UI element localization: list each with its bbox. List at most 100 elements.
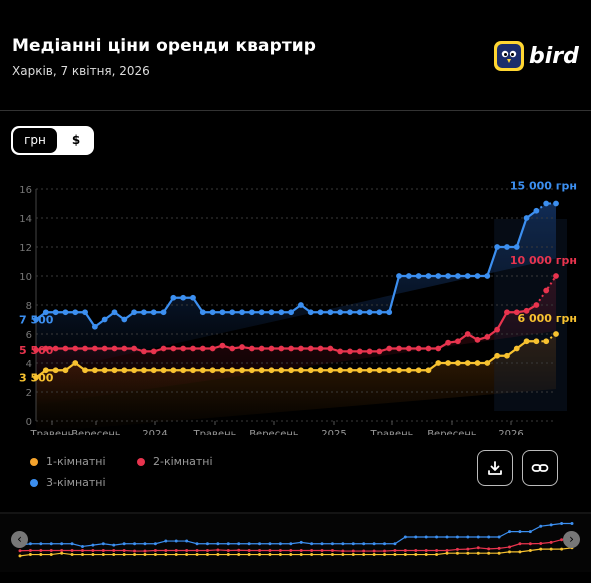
navigator-point <box>539 541 543 545</box>
data-point <box>199 345 206 352</box>
data-point <box>504 352 510 359</box>
navigator-point <box>258 553 262 557</box>
data-point <box>543 287 550 294</box>
data-point <box>307 367 314 374</box>
data-point <box>356 367 363 374</box>
range-navigator[interactable] <box>0 512 591 572</box>
navigator-point <box>487 551 491 555</box>
navigator-point <box>476 535 480 539</box>
download-button[interactable] <box>477 450 513 486</box>
brand-logo[interactable]: bird <box>494 40 579 72</box>
navigator-point <box>476 546 480 550</box>
y-tick-label: 0 <box>26 417 32 428</box>
navigator-point <box>195 549 199 552</box>
data-point <box>454 338 461 345</box>
data-point <box>229 345 236 352</box>
y-tick-label: 6 <box>26 330 32 341</box>
x-tick-label: 2025 <box>321 429 346 435</box>
x-tick-label: Вересень <box>71 429 121 435</box>
data-point <box>386 367 393 374</box>
data-point <box>72 345 79 352</box>
data-point <box>425 273 432 279</box>
x-tick-label: Травень <box>192 429 236 435</box>
data-point <box>170 367 177 374</box>
data-point <box>504 244 510 250</box>
data-point <box>474 336 481 343</box>
navigator-point <box>310 553 314 557</box>
navigator-point <box>330 553 334 557</box>
data-point <box>337 367 344 374</box>
navigator-point <box>101 549 105 552</box>
data-point <box>376 309 383 316</box>
navigator-point <box>185 553 189 557</box>
share-link-button[interactable] <box>522 450 558 486</box>
legend-item-2-room[interactable]: 2-кімнатні <box>137 455 213 468</box>
navigator-point <box>487 547 491 551</box>
data-point <box>180 367 187 374</box>
navigator-point <box>122 553 126 557</box>
data-point <box>268 367 275 374</box>
data-point <box>484 334 491 340</box>
currency-toggle[interactable]: грн $ <box>11 126 94 155</box>
data-point <box>366 367 373 374</box>
navigator-point <box>310 542 314 546</box>
data-point <box>180 345 187 352</box>
currency-usd-option[interactable]: $ <box>71 133 81 147</box>
legend-dot-blue <box>30 478 38 487</box>
navigator-point <box>570 522 574 525</box>
navigator-point <box>362 549 366 553</box>
data-point <box>494 326 501 333</box>
navigator-point <box>528 542 532 546</box>
data-point <box>190 345 196 352</box>
data-point <box>327 367 334 374</box>
navigator-point <box>299 540 303 544</box>
navigator-point <box>247 553 251 557</box>
currency-uah-option[interactable]: грн <box>13 128 57 153</box>
navigator-point <box>320 542 324 546</box>
navigator-left-arrow[interactable]: ‹ <box>11 531 28 548</box>
data-point <box>415 345 422 352</box>
navigator-point <box>39 542 43 546</box>
navigator-point <box>247 542 251 546</box>
navigator-point <box>393 542 397 546</box>
navigator-point <box>497 551 501 555</box>
navigator-point <box>122 542 126 546</box>
navigator-point <box>101 553 105 557</box>
data-point <box>317 345 324 352</box>
navigator-point <box>237 553 241 557</box>
navigator-point <box>70 542 74 546</box>
legend-label: 2-кімнатні <box>153 455 213 468</box>
navigator-point <box>455 547 459 551</box>
navigator-point <box>28 542 32 546</box>
series-end-label: 15 000 грн <box>510 180 577 193</box>
navigator-point <box>424 553 428 557</box>
legend-item-1-room[interactable]: 1-кімнатні <box>30 455 106 468</box>
navigator-point <box>174 539 178 543</box>
navigator-point <box>351 553 355 557</box>
navigator-point <box>278 542 282 546</box>
data-point <box>307 309 314 316</box>
data-point <box>445 360 451 366</box>
navigator-point <box>112 549 116 552</box>
navigator-point <box>28 553 32 557</box>
navigator-point <box>466 547 470 551</box>
data-point <box>258 309 265 316</box>
navigator-point <box>133 542 137 546</box>
navigator-point <box>143 542 147 546</box>
navigator-right-arrow[interactable]: › <box>563 531 580 548</box>
data-point <box>347 367 353 374</box>
data-point <box>464 273 471 279</box>
data-point <box>317 309 324 316</box>
data-point <box>464 331 471 337</box>
navigator-point <box>372 553 376 557</box>
legend-item-3-room[interactable]: 3-кімнатні <box>30 476 106 489</box>
navigator-point <box>455 535 459 539</box>
data-point <box>248 345 255 352</box>
navigator-point <box>414 553 418 557</box>
data-point <box>523 307 530 314</box>
navigator-point <box>18 549 22 553</box>
navigator-point <box>341 542 345 546</box>
navigator-series-line <box>19 536 573 552</box>
series-line <box>35 209 538 328</box>
